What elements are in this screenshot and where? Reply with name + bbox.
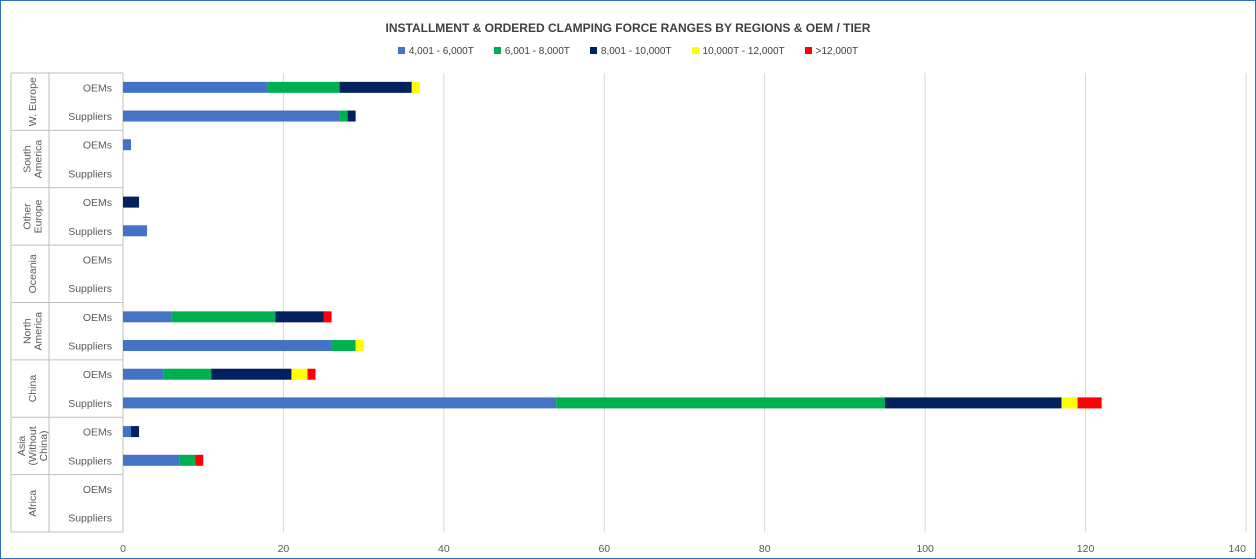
legend-swatch xyxy=(804,47,812,54)
x-tick-label: 0 xyxy=(120,543,126,555)
bar-segment xyxy=(1077,397,1102,409)
category-label: OEMs xyxy=(83,312,112,324)
category-label: OEMs xyxy=(83,427,112,439)
category-label: OEMs xyxy=(83,484,112,496)
bar-segment xyxy=(131,426,140,438)
bar-segment xyxy=(275,311,324,323)
legend-item: >12,000T xyxy=(804,46,859,57)
category-label: OEMs xyxy=(83,254,112,266)
bar-segment xyxy=(195,454,204,466)
bar-segment xyxy=(123,139,132,151)
category-label: OEMs xyxy=(83,197,112,209)
bar-segment xyxy=(123,311,172,323)
legend-swatch xyxy=(589,47,597,54)
bar-segment xyxy=(411,81,420,93)
chart-title: INSTALLMENT & ORDERED CLAMPING FORCE RAN… xyxy=(385,21,871,35)
legend: 4,001 - 6,000T 6,001 - 8,000T 8,001 - 10,0… xyxy=(0,46,1256,57)
bar-segment xyxy=(339,110,348,122)
group-label: W. Europe xyxy=(27,77,39,126)
x-tick-label: 40 xyxy=(438,543,450,555)
bar-segment xyxy=(211,368,292,380)
x-tick-label: 140 xyxy=(1228,543,1246,555)
bar-segment xyxy=(267,81,340,93)
group-label: NorthAmerica xyxy=(22,312,45,351)
bar-segment xyxy=(123,368,164,380)
bar-segment xyxy=(123,81,268,93)
category-label: Suppliers xyxy=(68,168,112,180)
legend-item: 10,000T - 12,000T xyxy=(691,46,785,57)
bar-segment xyxy=(123,196,140,208)
bar-segment xyxy=(163,368,212,380)
category-label: Suppliers xyxy=(68,283,112,295)
bar-segment xyxy=(556,397,886,409)
bar-segment xyxy=(171,311,276,323)
group-label: SouthAmerica xyxy=(22,140,45,179)
category-label: OEMs xyxy=(83,82,112,94)
bar-segment xyxy=(123,225,148,237)
legend-item: 8,001 - 10,000T xyxy=(589,46,672,57)
bar-segment xyxy=(323,311,332,323)
group-label: Africa xyxy=(27,490,39,517)
category-label: Suppliers xyxy=(68,226,112,238)
category-label: Suppliers xyxy=(68,455,112,467)
x-tick-label: 100 xyxy=(916,543,934,555)
category-label: Suppliers xyxy=(68,341,112,353)
group-label: Oceania xyxy=(27,254,39,293)
bar-segment xyxy=(291,368,308,380)
bar-segment xyxy=(123,397,557,409)
x-tick-label: 80 xyxy=(759,543,771,555)
category-label: Suppliers xyxy=(68,513,112,525)
legend-label: 10,000T - 12,000T xyxy=(702,46,785,57)
legend-label: 6,001 - 8,000T xyxy=(504,46,570,57)
bar-segment xyxy=(123,340,332,352)
group-label: OtherEurope xyxy=(22,199,45,233)
bar-segment xyxy=(307,368,316,380)
category-label: OEMs xyxy=(83,369,112,381)
bar-segment xyxy=(331,340,356,352)
bar-segment xyxy=(347,110,356,122)
legend-label: >12,000T xyxy=(815,46,859,57)
category-label: OEMs xyxy=(83,140,112,152)
bar-segment xyxy=(123,454,180,466)
bar-segment xyxy=(179,454,196,466)
bar-segment xyxy=(1061,397,1078,409)
bar-segment xyxy=(339,81,412,93)
legend-swatch xyxy=(493,47,501,54)
bar-segment xyxy=(123,110,340,122)
bar-segment xyxy=(355,340,364,352)
group-label: China xyxy=(27,375,39,403)
category-label: Suppliers xyxy=(68,111,112,123)
legend-label: 8,001 - 10,000T xyxy=(600,46,672,57)
x-tick-label: 120 xyxy=(1077,543,1095,555)
group-label: Asia(WithoutChina) xyxy=(16,426,50,465)
bar-segment xyxy=(123,426,132,438)
legend-swatch xyxy=(397,47,405,54)
legend-swatch xyxy=(691,47,699,54)
x-tick-label: 60 xyxy=(598,543,610,555)
category-label: Suppliers xyxy=(68,398,112,410)
legend-item: 6,001 - 8,000T xyxy=(493,46,570,57)
bar-segment xyxy=(885,397,1062,409)
legend-label: 4,001 - 6,000T xyxy=(408,46,474,57)
legend-item: 4,001 - 6,000T xyxy=(397,46,474,57)
x-tick-label: 20 xyxy=(278,543,290,555)
